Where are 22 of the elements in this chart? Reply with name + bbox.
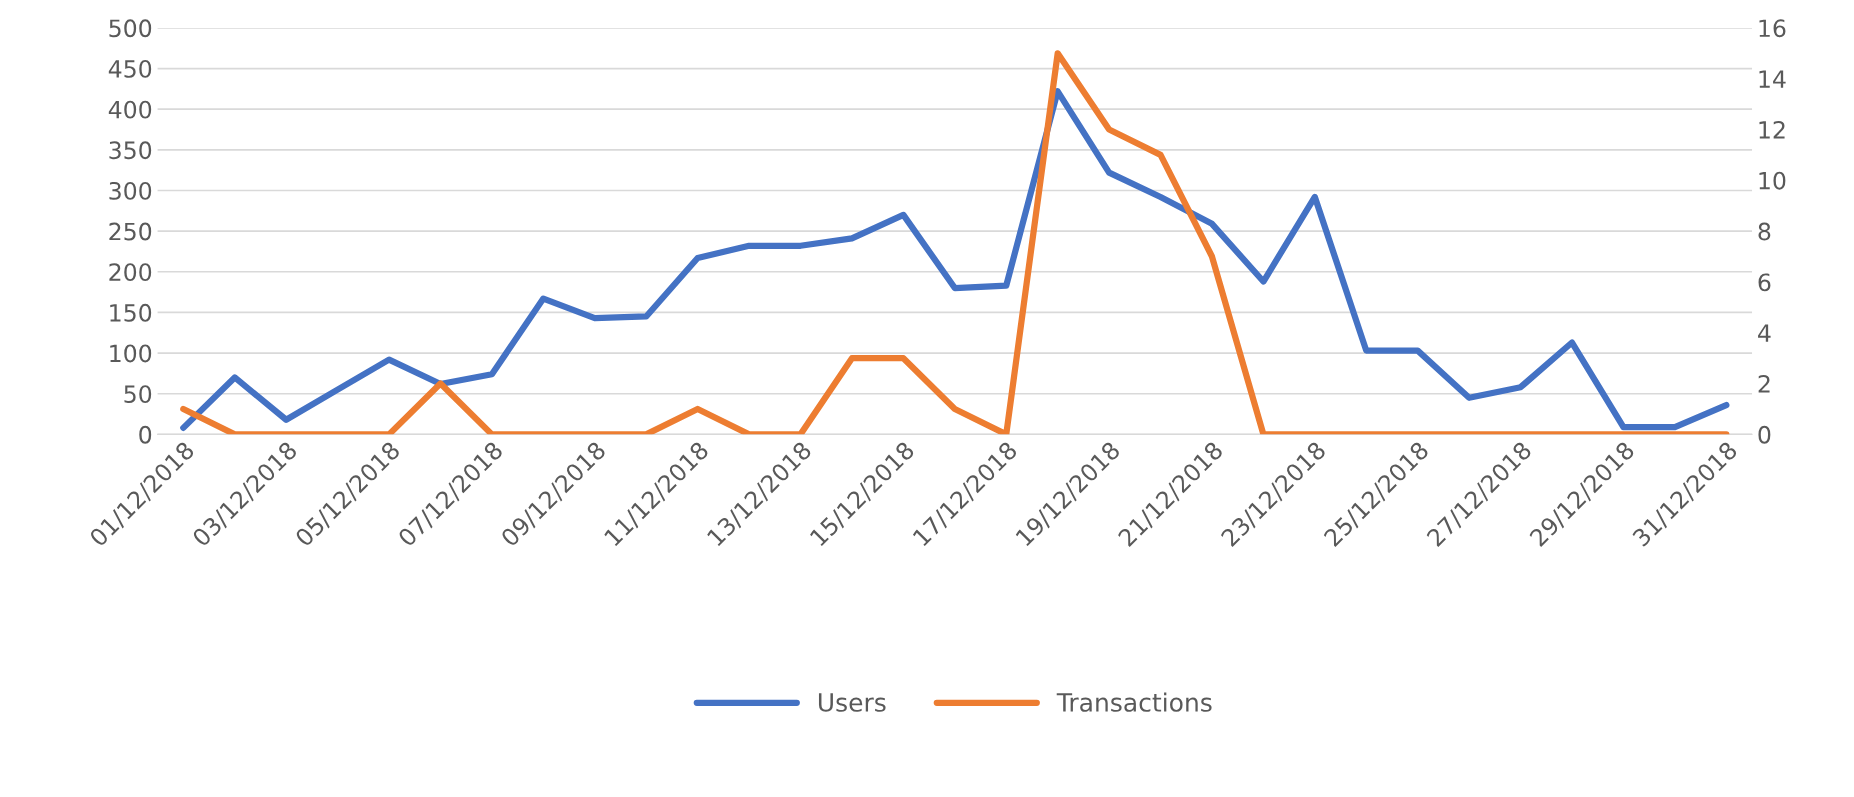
y2-tick-label: 12 (1759, 120, 1785, 139)
y2-tick-label: 10 (1759, 171, 1786, 190)
y2-tick-label: 16 (1759, 19, 1786, 38)
y2-tick-label: 4 (1758, 324, 1771, 342)
y-tick-label: 50 (124, 385, 152, 404)
y-tick-label: 0 (139, 425, 152, 444)
y-tick-label: 150 (110, 303, 152, 322)
y-tick-label: 200 (109, 263, 152, 282)
y-tick-label: 500 (109, 19, 152, 38)
y2-tick-label: 0 (1758, 425, 1771, 444)
y-tick-label: 300 (109, 181, 152, 200)
y2-tick-label: 14 (1759, 70, 1786, 88)
legend-label: Transactions (1056, 692, 1212, 712)
y-tick-label: 100 (110, 344, 152, 363)
y-tick-label: 450 (108, 59, 152, 78)
legend-label: Users (818, 693, 886, 712)
y2-tick-label: 2 (1758, 375, 1770, 393)
y-tick-label: 250 (109, 222, 152, 241)
y2-tick-label: 6 (1758, 273, 1771, 292)
y-tick-label: 350 (109, 141, 152, 160)
y2-tick-label: 8 (1758, 222, 1771, 241)
y-tick-label: 400 (108, 100, 152, 119)
